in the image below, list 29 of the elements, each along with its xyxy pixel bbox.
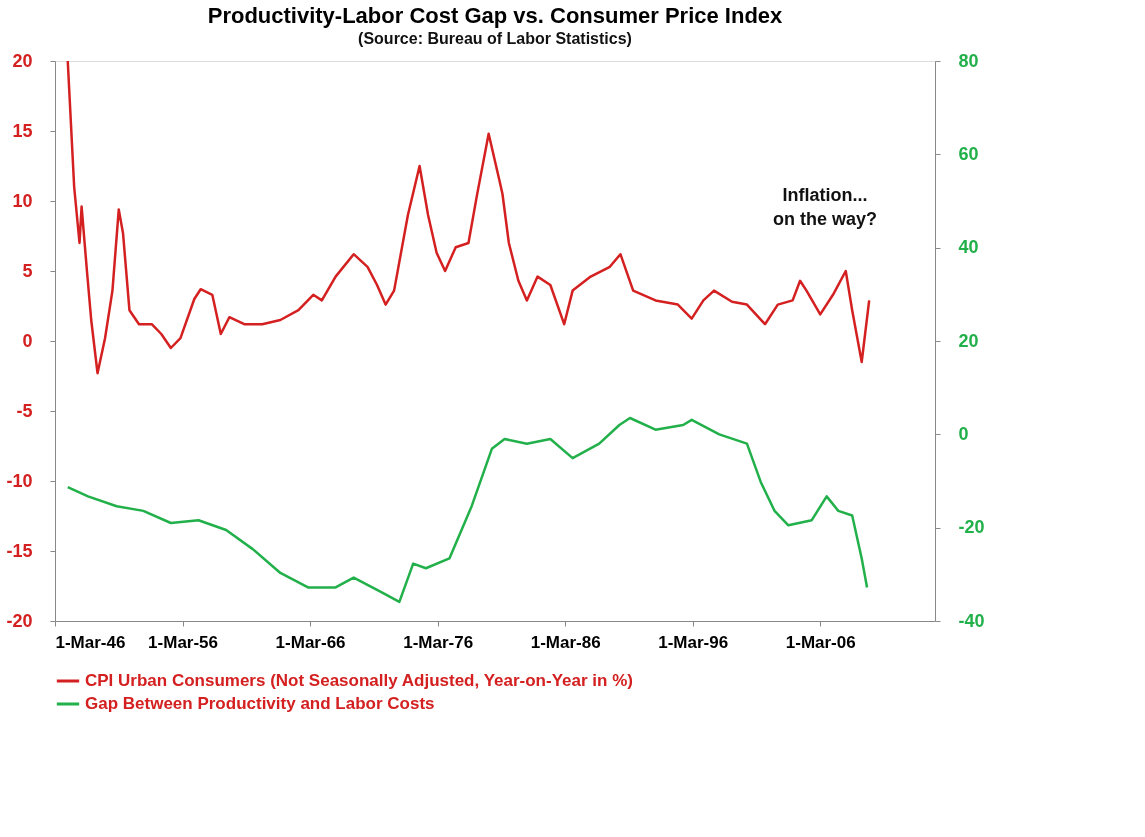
x-tick-label: 1-Mar-96: [658, 632, 729, 652]
y-tick-label: 10: [12, 190, 33, 211]
y-tick-label: -15: [6, 540, 33, 561]
x-tick-label: 1-Mar-46: [55, 632, 126, 652]
y-tick-label: 5: [22, 260, 33, 281]
y-tick-label: -20: [6, 610, 33, 631]
y-tick-label: -10: [6, 470, 33, 491]
y2-tick-label: -20: [958, 517, 985, 538]
y-tick-label: 20: [12, 50, 33, 71]
y2-tick-label: 40: [958, 237, 979, 258]
y2-tick-label: 0: [958, 423, 969, 444]
y-tick-label: 15: [12, 120, 33, 141]
y-tick-label: -5: [16, 400, 33, 421]
y2-tick-label: 60: [958, 143, 979, 164]
annotation: Inflation... on the way?: [772, 185, 878, 229]
y2-tick-label: -40: [958, 610, 985, 631]
y2-tick-label: 20: [958, 330, 979, 351]
x-tick-label: 1-Mar-56: [148, 632, 219, 652]
legend-label: CPI Urban Consumers (Not Seasonally Adjusted, Year-on-Year in %): [85, 671, 633, 690]
x-tick-label: 1-Mar-76: [403, 632, 474, 652]
legend-label: Gap Between Productivity and Labor Costs: [85, 694, 435, 713]
y2-tick-label: 80: [958, 50, 979, 71]
chart-subtitle: (Source: Bureau of Labor Statistics): [358, 30, 632, 47]
line-series: [66, 416, 869, 604]
x-tick-label: 1-Mar-86: [530, 632, 601, 652]
x-tick-label: 1-Mar-06: [785, 632, 856, 652]
chart-title: Productivity-Labor Cost Gap vs. Consumer Price Index: [207, 3, 784, 28]
y-tick-label: 0: [22, 330, 33, 351]
x-tick-label: 1-Mar-66: [275, 632, 346, 652]
